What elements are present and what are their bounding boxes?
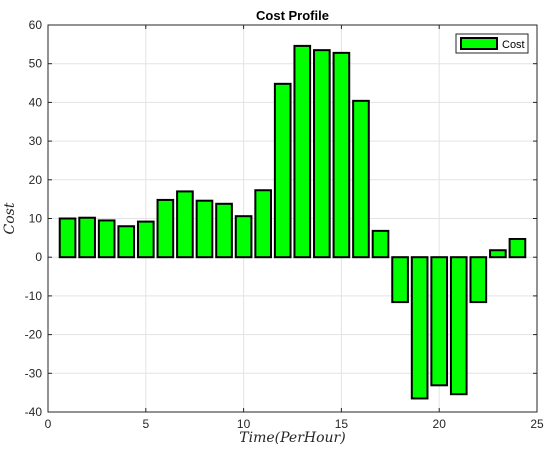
x-tick-label: 20 [433,417,447,431]
bars [58,44,527,400]
bar [78,216,96,259]
y-tick-label: -10 [25,289,43,303]
bar [391,256,409,304]
y-tick-label: 60 [29,18,43,32]
y-tick-label: -30 [25,366,43,380]
y-tick-label: 20 [29,173,43,187]
bar [195,199,214,259]
y-tick-label: 50 [29,57,43,71]
bar [352,99,370,259]
x-tick-label: 5 [142,417,149,431]
y-axis-label: Cost [2,202,18,234]
bar [215,202,233,259]
y-tick-label: -20 [25,328,43,342]
bar [449,256,468,396]
bar [469,256,488,304]
legend: Cost [455,33,529,54]
legend-swatch [460,37,498,50]
axes [47,24,538,413]
x-tick-labels: 0 5 10 15 20 25 [45,417,544,431]
bar [508,238,527,259]
bar [58,217,77,259]
chart-title: Cost Profile [256,8,329,23]
x-tick-label: 25 [530,417,544,431]
bar [97,219,116,259]
bar [234,215,253,259]
x-tick-label: 15 [335,417,349,431]
bar [117,225,136,259]
bar [254,189,272,259]
bar [156,198,175,259]
bar [273,82,292,259]
bar [176,190,194,259]
y-tick-label: -40 [25,405,43,419]
bar [371,229,390,259]
x-tick-label: 0 [45,417,52,431]
y-tick-label: 30 [29,134,43,148]
y-tick-labels: -40 -30 -20 -10 0 10 20 30 40 50 60 [25,18,43,419]
x-axis-label: Time(PerHour) [239,430,345,446]
bar [489,249,507,259]
x-tick-label: 10 [237,417,251,431]
bar [410,256,429,400]
y-tick-label: 10 [29,212,43,226]
bar [293,44,312,259]
legend-label: Cost [502,39,525,51]
y-tick-label: 0 [35,250,42,264]
y-tick-label: 40 [29,95,43,109]
bar [332,51,351,259]
bar [136,220,155,259]
bar [313,49,331,259]
bar [430,256,449,387]
